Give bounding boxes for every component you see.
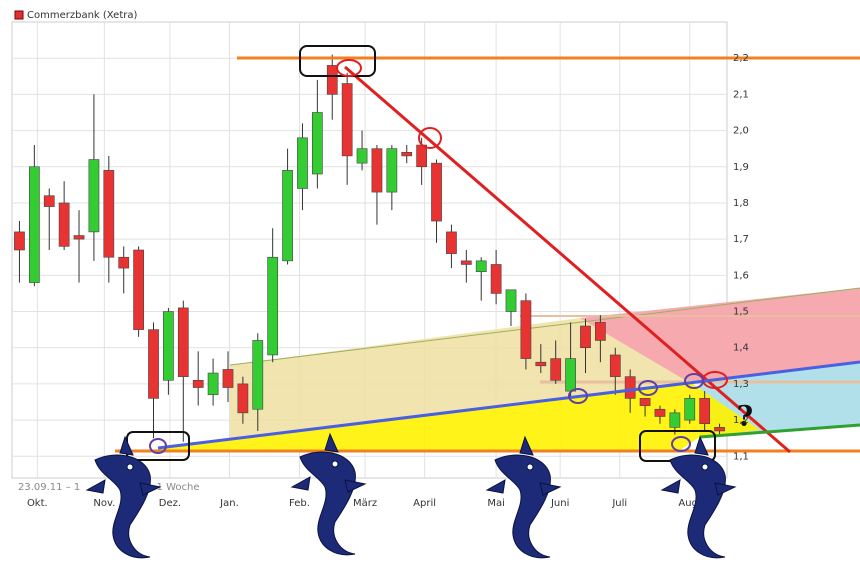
candle-body — [163, 311, 174, 381]
x-tick-label: Feb. — [289, 498, 310, 509]
circle-marker — [149, 438, 167, 454]
triangle-fill — [160, 382, 760, 450]
legend-label: Commerzbank (Xetra) — [27, 10, 137, 21]
candle-body — [416, 144, 427, 168]
candle-body — [460, 260, 472, 265]
candle-body — [624, 376, 636, 399]
circle-marker — [418, 127, 442, 149]
y-tick-label: 1,2 — [733, 415, 749, 426]
candle-body — [669, 412, 681, 428]
circle-marker — [638, 380, 658, 396]
x-tick-label: Aug. — [678, 498, 701, 509]
candle-body — [326, 65, 338, 95]
channel-fill — [580, 288, 860, 383]
candle-body — [43, 195, 55, 207]
candle-body — [386, 148, 398, 193]
candle-body — [401, 151, 413, 157]
circle-marker — [568, 388, 588, 404]
candle-body — [88, 159, 100, 233]
y-tick-label: 1,3 — [733, 379, 749, 390]
y-tick-label: 2,1 — [733, 89, 749, 100]
candle-body — [14, 231, 25, 251]
candle-body — [609, 354, 621, 377]
y-tick-label: 2,0 — [733, 126, 749, 137]
candle-body — [73, 235, 85, 240]
candle-body — [237, 383, 249, 414]
candle-body — [431, 162, 442, 222]
candle-body — [639, 398, 651, 406]
trend-line — [229, 287, 860, 366]
x-tick-label: Juli — [611, 498, 627, 509]
y-tick-label: 1,7 — [733, 234, 749, 245]
y-tick-label: 2,2 — [733, 53, 749, 64]
x-tick-label: März — [353, 498, 377, 509]
candle-body — [133, 249, 144, 330]
candle-body — [192, 379, 204, 388]
footer-note: 23.09.11 – 1 — [18, 482, 80, 493]
x-tick-label: April — [413, 498, 436, 509]
candle-body — [252, 340, 264, 410]
candle-body — [148, 329, 159, 399]
candle-body — [550, 358, 562, 381]
mascots — [85, 432, 737, 559]
y-tick-label: 1,6 — [733, 270, 749, 281]
candle-body — [654, 408, 666, 417]
x-tick-label: Nov. — [93, 498, 115, 509]
circle-marker — [684, 373, 704, 389]
candle-body — [684, 398, 696, 421]
x-tick-label: Okt. — [27, 498, 48, 509]
candle-body — [356, 148, 368, 164]
candle-body — [267, 256, 279, 356]
x-tick-label: Mai — [487, 498, 505, 509]
x-tick-label: Jan. — [219, 498, 239, 509]
candle-body — [341, 83, 353, 157]
candle-body — [535, 361, 547, 367]
candle-body — [207, 372, 219, 396]
candle-body — [490, 264, 502, 294]
support-line-green — [699, 423, 860, 439]
candle-body — [565, 358, 576, 392]
candles — [14, 54, 725, 442]
candle-body — [580, 325, 591, 349]
question-mark: ? — [737, 400, 753, 433]
candle-body — [446, 231, 457, 254]
candle-body — [371, 148, 383, 193]
y-tick-label: 1,1 — [733, 451, 749, 462]
candle-body — [595, 322, 606, 341]
y-tick-label: 1,4 — [733, 343, 749, 354]
highlight-box — [299, 45, 376, 77]
candle-body — [103, 170, 115, 258]
candle-body — [714, 427, 725, 432]
uptrend-line — [157, 360, 860, 450]
candle-body — [475, 260, 487, 273]
x-tick-label: Juni — [550, 498, 569, 509]
candle-body — [297, 137, 308, 189]
candle-body — [28, 166, 40, 283]
x-axis: Okt. Nov. Dez. Jan. Feb. März April Mai Juni Juli… — [27, 498, 701, 509]
candle-body — [222, 369, 234, 388]
candle-body — [520, 300, 532, 359]
circle-marker — [336, 59, 362, 77]
y-tick-label: 1,8 — [733, 198, 749, 209]
candle-body — [177, 307, 189, 377]
candle-body — [505, 289, 517, 312]
candle-body — [282, 170, 293, 262]
grid — [12, 22, 727, 478]
legend-swatch — [14, 10, 24, 20]
y-tick-label: 1,9 — [733, 162, 749, 173]
candle-body — [58, 202, 70, 247]
x-tick-label: Dez. — [159, 498, 181, 509]
footer-note: = 1 Woche — [145, 482, 200, 493]
candle-body — [311, 112, 323, 175]
candle-body — [118, 256, 130, 269]
candle-body — [699, 398, 711, 425]
circle-marker — [671, 436, 691, 452]
y-tick-label: 1,5 — [733, 307, 749, 318]
